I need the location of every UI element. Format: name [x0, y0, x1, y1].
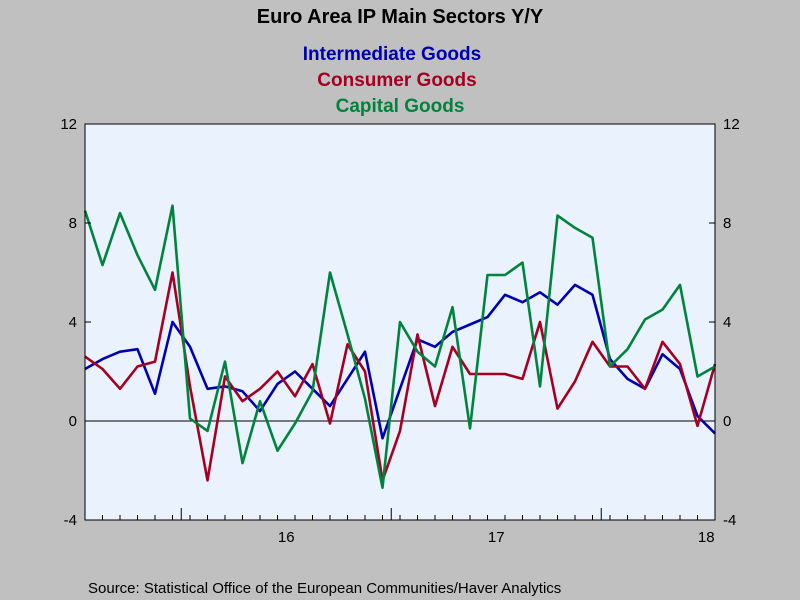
x-tick-label: 16: [278, 529, 295, 546]
y-tick-label: 8: [69, 215, 77, 232]
x-tick-label: 17: [488, 529, 505, 546]
legend-entry: Consumer Goods: [317, 70, 476, 91]
legend-entry: Intermediate Goods: [303, 44, 481, 65]
y-tick-label: -4: [723, 512, 736, 529]
series-line: [83, 204, 716, 490]
source-note: Source: Statistical Office of the Europe…: [88, 580, 561, 597]
y-tick-label: 12: [723, 116, 740, 133]
legend-entry: Capital Goods: [336, 96, 465, 117]
y-tick-label: 8: [723, 215, 731, 232]
series-group: [83, 204, 717, 490]
tick-group: [85, 123, 716, 521]
y-tick-label: 0: [69, 413, 77, 430]
y-tick-label: 12: [60, 116, 77, 133]
y-tick-labels-left: -4 0 4 8 12: [60, 116, 77, 529]
y-tick-labels-right: -4 0 4 8 12: [723, 116, 740, 529]
chart-title: Euro Area IP Main Sectors Y/Y: [257, 6, 544, 28]
x-tick-label: 18: [698, 529, 715, 546]
y-tick-label: 0: [723, 413, 731, 430]
x-tick-labels: 16 17 18: [278, 529, 715, 546]
y-tick-label: 4: [69, 314, 77, 331]
y-tick-label: -4: [64, 512, 77, 529]
legend: Intermediate Goods Consumer Goods Capital …: [303, 44, 481, 117]
y-tick-label: 4: [723, 314, 731, 331]
